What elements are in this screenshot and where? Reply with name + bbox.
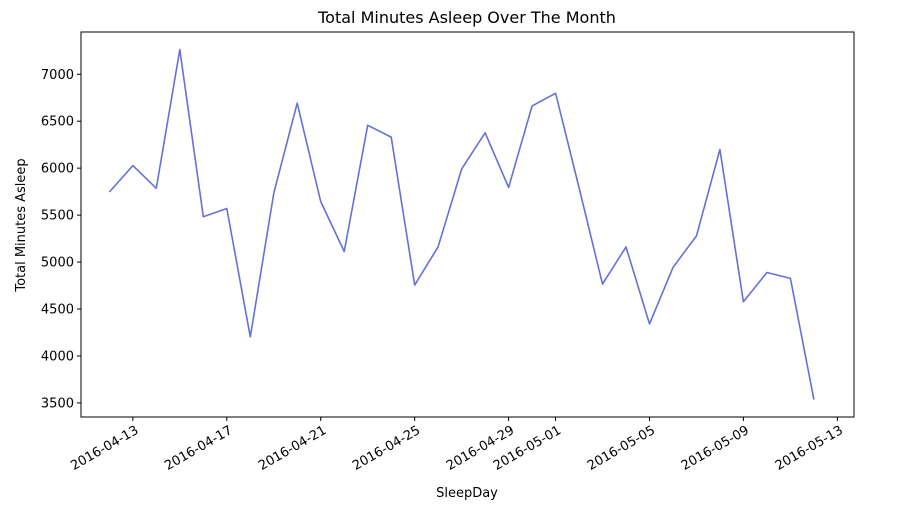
y-axis-label: Total Minutes Asleep (14, 158, 29, 292)
data-point (249, 336, 251, 338)
y-tick-label: 4000 (41, 349, 74, 364)
series-line (108, 48, 815, 400)
y-tick-label: 7000 (41, 68, 74, 83)
data-point (367, 125, 369, 127)
chart-title: Total Minutes Asleep Over The Month (317, 8, 616, 27)
data-point (719, 149, 721, 151)
x-axis: 2016-04-13 2016-04-17 2016-04-21 2016-04-25… (68, 417, 846, 474)
series-group (108, 48, 815, 401)
y-tick-label: 3500 (41, 396, 74, 411)
data-point (602, 283, 604, 285)
data-point (273, 192, 275, 194)
x-tick-label: 2016-04-21 (256, 423, 329, 474)
data-point (555, 93, 557, 95)
data-point (484, 132, 486, 134)
data-point (672, 267, 674, 269)
y-tick-label: 5500 (41, 209, 74, 224)
x-tick-label: 2016-05-09 (679, 423, 752, 474)
data-point (461, 168, 463, 170)
data-point (766, 272, 768, 274)
data-point (109, 191, 111, 193)
x-tick-label: 2016-05-13 (773, 423, 846, 474)
y-axis: 3500 4000 4500 5000 5500 6000 6500 7000 (41, 68, 81, 411)
data-point (790, 278, 792, 280)
plot-area (80, 31, 855, 418)
data-point (390, 136, 392, 138)
x-tick-label: 2016-04-25 (350, 423, 423, 474)
data-point (226, 208, 228, 210)
data-point (696, 235, 698, 237)
x-tick-label: 2016-05-05 (585, 423, 658, 474)
data-point (508, 187, 510, 189)
data-point (343, 251, 345, 253)
data-point (743, 301, 745, 303)
data-point (296, 102, 298, 104)
data-point (132, 165, 134, 167)
data-point (625, 246, 627, 248)
data-point (203, 216, 205, 218)
y-tick-label: 4500 (41, 303, 74, 318)
data-point (320, 201, 322, 203)
x-tick-label: 2016-04-17 (162, 423, 235, 474)
data-point (649, 323, 651, 325)
data-point (578, 187, 580, 189)
data-point (414, 284, 416, 286)
y-tick-label: 6000 (41, 162, 74, 177)
data-point (531, 105, 533, 107)
y-tick-label: 5000 (41, 256, 74, 271)
x-axis-label: SleepDay (436, 486, 498, 501)
data-point (156, 187, 158, 189)
x-tick-label: 2016-04-13 (68, 423, 141, 474)
y-tick-label: 6500 (41, 115, 74, 130)
data-point (179, 49, 181, 51)
data-point (437, 246, 439, 248)
data-point (813, 399, 815, 401)
